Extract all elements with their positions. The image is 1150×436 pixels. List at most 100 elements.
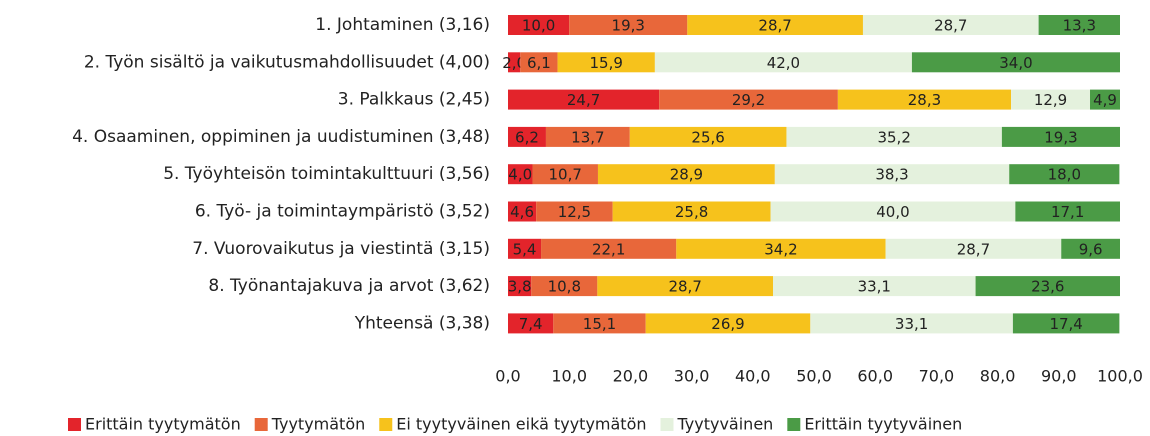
data-label: 34,2 (764, 240, 797, 258)
bar-segment (772, 276, 976, 297)
bar-segment (569, 15, 688, 35)
bar-segment (862, 15, 1039, 35)
bar-segment (770, 201, 1016, 222)
bar-segment (687, 15, 863, 35)
bar-segment (1011, 89, 1091, 110)
bar-segment (1001, 126, 1120, 147)
bar-segment (508, 126, 546, 147)
bar-segment (508, 201, 537, 222)
data-label: 29,2 (732, 91, 765, 109)
legend-label: Tyytyväinen (677, 415, 774, 434)
category-label: 8. Työnantajakuva ja arvot (3,62) (208, 276, 490, 296)
category-label: 3. Palkkaus (2,45) (338, 90, 490, 110)
bar-segment (1012, 313, 1120, 334)
x-tick-label: 40,0 (735, 367, 771, 386)
bar-segment (508, 52, 521, 73)
legend-label: Ei tyytyväinen eikä tyytymätön (396, 415, 646, 434)
bar-segment (786, 126, 1002, 147)
bar-segment (676, 238, 886, 259)
data-label: 28,3 (908, 91, 941, 109)
data-label: 25,8 (675, 203, 708, 221)
data-label: 34,0 (999, 54, 1032, 72)
bar-segment (645, 313, 811, 334)
category-label: Yhteensä (3,38) (354, 313, 490, 333)
bar-segment (612, 201, 771, 222)
bar-segment (1090, 89, 1120, 110)
data-label: 9,6 (1079, 240, 1103, 258)
data-label: 19,3 (1044, 128, 1077, 146)
x-tick-label: 10,0 (551, 367, 587, 386)
bar-segment (911, 52, 1120, 73)
data-label: 33,1 (858, 278, 891, 296)
data-label: 10,0 (522, 17, 555, 35)
bar-segment (508, 276, 532, 297)
data-label: 12,5 (558, 203, 591, 221)
data-label: 15,1 (583, 315, 616, 333)
legend-swatch (379, 418, 393, 431)
data-label: 23,6 (1031, 278, 1064, 296)
data-label: 6,1 (527, 54, 551, 72)
x-tick-label: 100,0 (1097, 367, 1143, 386)
legend-swatch (254, 418, 268, 431)
data-label: 4,9 (1093, 91, 1117, 109)
bar-segment (885, 238, 1062, 259)
bar-segment (536, 201, 613, 222)
data-label: 6,2 (515, 128, 539, 146)
bar-segment (810, 313, 1013, 334)
data-label: 26,9 (711, 315, 744, 333)
bar-segment (508, 15, 570, 35)
data-label: 13,7 (571, 128, 604, 146)
data-label: 10,7 (549, 166, 582, 184)
data-label: 4,0 (508, 166, 532, 184)
bar-segment (1038, 15, 1120, 35)
legend-label: Erittäin tyytyväinen (804, 415, 962, 434)
legend-swatch (787, 418, 801, 431)
bar-segment (508, 164, 533, 185)
bar-segment (975, 276, 1120, 297)
bar-segment (508, 313, 554, 334)
x-tick-label: 30,0 (674, 367, 710, 386)
data-label: 10,8 (548, 278, 581, 296)
bar-segment (1015, 201, 1120, 222)
category-label: 1. Johtaminen (3,16) (315, 15, 490, 35)
x-tick-label: 20,0 (613, 367, 649, 386)
x-tick-label: 80,0 (980, 367, 1016, 386)
bar-segment (545, 126, 630, 147)
bar-segment (659, 89, 838, 110)
bar-segment (597, 276, 773, 297)
data-label: 28,7 (758, 17, 791, 35)
data-label: 5,4 (513, 240, 537, 258)
data-label: 28,7 (934, 17, 967, 35)
x-tick-label: 70,0 (919, 367, 955, 386)
data-label: 22,1 (592, 240, 625, 258)
legend-swatch (68, 418, 81, 431)
bar-segment (520, 52, 558, 73)
legend-label: Tyytymätön (271, 415, 366, 434)
data-label: 42,0 (767, 54, 800, 72)
x-tick-label: 0,0 (495, 367, 520, 386)
data-label: 38,3 (875, 166, 908, 184)
bar-segment (597, 164, 775, 185)
bar-segment (654, 52, 912, 73)
data-label: 3,8 (508, 278, 532, 296)
bar-segment (508, 89, 660, 110)
data-label: 28,7 (668, 278, 701, 296)
data-label: 12,9 (1034, 91, 1067, 109)
data-label: 33,1 (895, 315, 928, 333)
data-label: 25,6 (691, 128, 724, 146)
data-label: 17,1 (1051, 203, 1084, 221)
data-label: 2,0 (502, 54, 526, 72)
data-label: 7,4 (519, 315, 543, 333)
bar-segment (629, 126, 787, 147)
category-label: 4. Osaaminen, oppiminen ja uudistuminen … (72, 127, 490, 147)
data-label: 40,0 (876, 203, 909, 221)
category-label: 6. Työ- ja toimintaympäristö (3,52) (195, 202, 490, 222)
x-tick-label: 90,0 (1041, 367, 1077, 386)
data-label: 4,6 (510, 203, 534, 221)
legend-label: Erittäin tyytymätön (85, 415, 241, 434)
bar-segment (531, 276, 598, 297)
bar-segment (541, 238, 677, 259)
bar-segment (837, 89, 1012, 110)
bar-segment (1009, 164, 1120, 185)
